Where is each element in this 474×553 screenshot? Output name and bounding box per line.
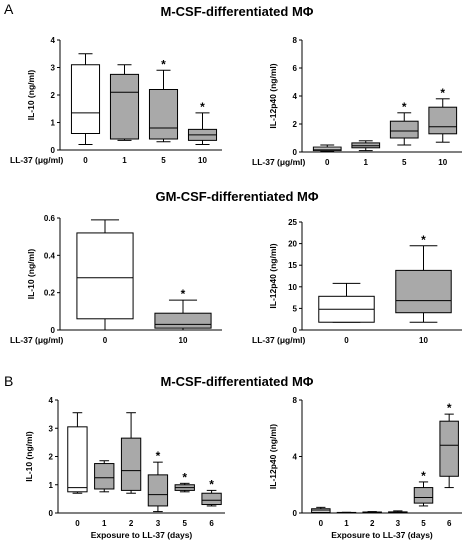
y-tick-label: 8 — [293, 36, 298, 45]
x-tick-label: 5 — [161, 156, 166, 165]
y-tick-label: 1 — [49, 481, 54, 490]
box — [148, 89, 179, 140]
x-tick-label: 0 — [319, 519, 324, 528]
y-tick-label: 8 — [293, 396, 298, 405]
y-tick-label: 0.6 — [44, 214, 56, 223]
x-tick-label: 2 — [370, 519, 375, 528]
x-tick-label: 0 — [83, 156, 88, 165]
section-title: GM-CSF-differentiated MΦ — [155, 189, 318, 204]
box — [70, 64, 101, 134]
box — [154, 312, 212, 329]
box — [109, 73, 140, 140]
panel-label: A — [4, 1, 14, 17]
y-tick-label: 3 — [51, 64, 56, 73]
x-tick-label: 5 — [402, 158, 407, 167]
box — [201, 492, 222, 506]
y-tick-label: 20 — [288, 240, 297, 249]
box — [428, 106, 458, 135]
x-tick-label: 10 — [438, 158, 447, 167]
x-tick-label: 3 — [156, 519, 161, 528]
box — [76, 232, 134, 320]
x-tick-label: 6 — [209, 519, 214, 528]
x-tick-label: 2 — [129, 519, 134, 528]
x-axis-label: LL-37 (μg/ml) — [252, 335, 306, 345]
significance: * — [182, 470, 187, 484]
x-tick-label: 1 — [102, 519, 107, 528]
x-tick-label: 1 — [364, 158, 369, 167]
y-tick-label: 2 — [49, 453, 54, 462]
y-tick-label: 0 — [293, 148, 298, 157]
x-axis-label: LL-37 (μg/ml) — [10, 155, 64, 165]
significance: * — [209, 477, 214, 491]
significance: * — [421, 469, 426, 483]
x-tick-label: 3 — [396, 519, 401, 528]
significance: * — [440, 86, 445, 100]
x-tick-label: 10 — [198, 156, 207, 165]
box — [94, 463, 115, 490]
y-tick-label: 2 — [293, 120, 298, 129]
x-tick-label: 6 — [447, 519, 452, 528]
x-axis-label: Exposure to LL-37 (days) — [331, 530, 433, 540]
y-tick-label: 1 — [51, 119, 56, 128]
y-tick-label: 0 — [293, 509, 298, 518]
y-tick-label: 5 — [293, 304, 298, 313]
y-tick-label: 15 — [288, 261, 297, 270]
y-axis-label: IL-10 (ng/ml) — [26, 70, 36, 121]
y-tick-label: 2 — [51, 91, 56, 100]
y-tick-label: 6 — [293, 64, 298, 73]
y-axis-label: IL-12p40 (ng/ml) — [268, 63, 278, 128]
y-tick-label: 3 — [49, 424, 54, 433]
significance: * — [447, 401, 452, 415]
box — [389, 120, 419, 139]
y-tick-label: 0 — [51, 146, 56, 155]
box — [439, 420, 459, 477]
x-tick-label: 0 — [75, 519, 80, 528]
box — [120, 437, 142, 491]
y-axis-label: IL-10 (ng/ml) — [24, 431, 34, 482]
x-tick-label: 0 — [103, 336, 108, 345]
y-tick-label: 4 — [49, 396, 54, 405]
y-tick-label: 4 — [51, 36, 56, 45]
box — [395, 269, 452, 314]
y-tick-label: 4 — [293, 453, 298, 462]
significance: * — [181, 287, 186, 301]
x-axis-label: LL-37 (μg/ml) — [252, 157, 306, 167]
y-axis-label: IL-12p40 (ng/ml) — [268, 424, 278, 489]
x-tick-label: 5 — [183, 519, 188, 528]
y-tick-label: 10 — [288, 283, 297, 292]
x-tick-label: 5 — [421, 519, 426, 528]
box — [413, 487, 434, 504]
x-tick-label: 10 — [179, 336, 188, 345]
box — [67, 426, 88, 493]
section-title: M-CSF-differentiated MΦ — [161, 374, 314, 389]
y-tick-label: 0.4 — [44, 251, 56, 260]
y-axis-label: IL-12p40 (ng/ml) — [268, 243, 278, 308]
significance: * — [156, 449, 161, 463]
x-tick-label: 1 — [344, 519, 349, 528]
significance: * — [402, 100, 407, 114]
y-tick-label: 25 — [288, 218, 297, 227]
significance: * — [421, 233, 426, 247]
significance: * — [161, 57, 166, 71]
x-tick-label: 10 — [419, 336, 428, 345]
section-title: M-CSF-differentiated MΦ — [161, 4, 314, 19]
x-tick-label: 0 — [325, 158, 330, 167]
panel-label: B — [4, 373, 13, 389]
y-axis-label: IL-10 (ng/ml) — [26, 249, 36, 300]
significance: * — [200, 100, 205, 114]
y-tick-label: 0.2 — [44, 289, 56, 298]
x-axis-label: Exposure to LL-37 (days) — [91, 530, 193, 540]
y-tick-label: 0 — [293, 326, 298, 335]
y-tick-label: 0 — [51, 326, 56, 335]
x-tick-label: 1 — [122, 156, 127, 165]
y-tick-label: 4 — [293, 92, 298, 101]
y-tick-label: 0 — [49, 509, 54, 518]
x-tick-label: 0 — [344, 336, 349, 345]
box — [147, 474, 169, 507]
x-axis-label: LL-37 (μg/ml) — [10, 335, 64, 345]
